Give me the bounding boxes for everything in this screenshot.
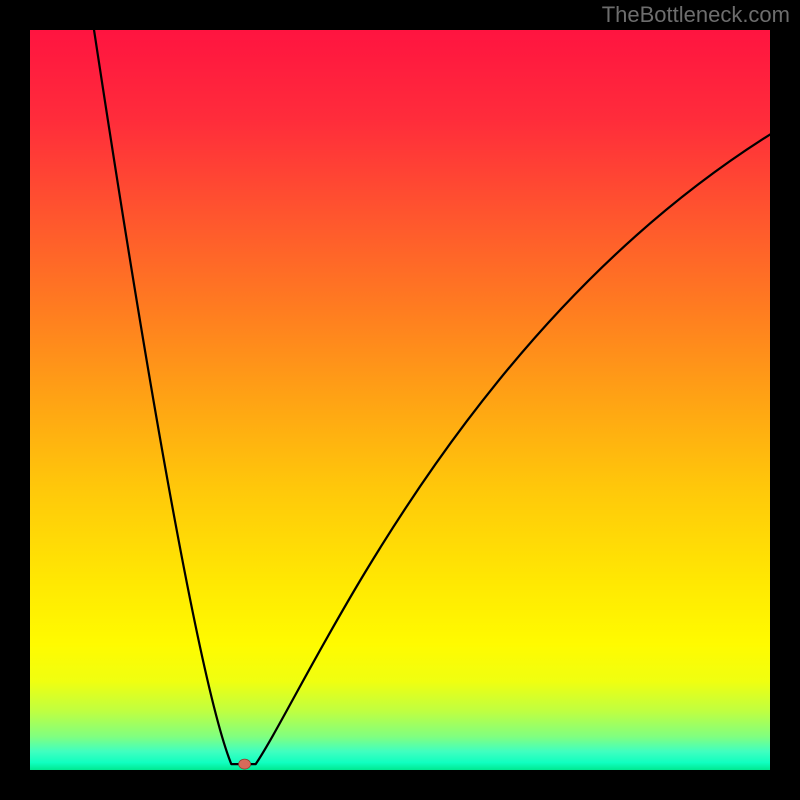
watermark-text: TheBottleneck.com bbox=[602, 2, 790, 28]
v-curve bbox=[93, 30, 770, 764]
chart-frame: TheBottleneck.com bbox=[0, 0, 800, 800]
minimum-marker bbox=[239, 759, 251, 769]
v-curve-layer bbox=[30, 30, 770, 770]
plot-area bbox=[30, 30, 770, 770]
